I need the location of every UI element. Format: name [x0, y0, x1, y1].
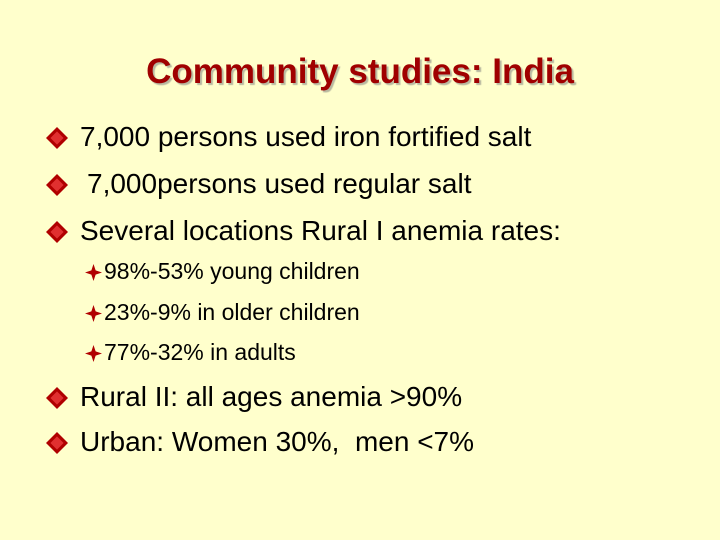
bullet-icon	[46, 221, 68, 243]
bullet-text: Urban: Women 30%, men <7%	[80, 426, 475, 457]
bullet-text: Rural II: all ages anemia >90%	[80, 381, 463, 412]
sub-bullet-icon	[85, 305, 102, 322]
bullet-icon	[46, 174, 68, 196]
sub-bullet-text: 77%-32% in adults	[104, 339, 296, 365]
sub-bullet-text: 23%-9% in older children	[104, 299, 360, 325]
bullet-text: 7,000persons used regular salt	[87, 168, 472, 199]
bullet-text: 7,000 persons used iron fortified salt	[80, 121, 532, 152]
sub-bullet-icon	[85, 345, 102, 362]
sub-bullet-icon	[85, 264, 102, 281]
bullet-text: Several locations Rural I anemia rates:	[80, 215, 561, 246]
slide-title: Community studies: India	[146, 52, 574, 91]
bullet-icon	[46, 127, 68, 149]
sub-bullet-text: 98%-53% young children	[104, 258, 360, 284]
bullet-icon	[46, 432, 68, 454]
bullet-icon	[46, 387, 68, 409]
